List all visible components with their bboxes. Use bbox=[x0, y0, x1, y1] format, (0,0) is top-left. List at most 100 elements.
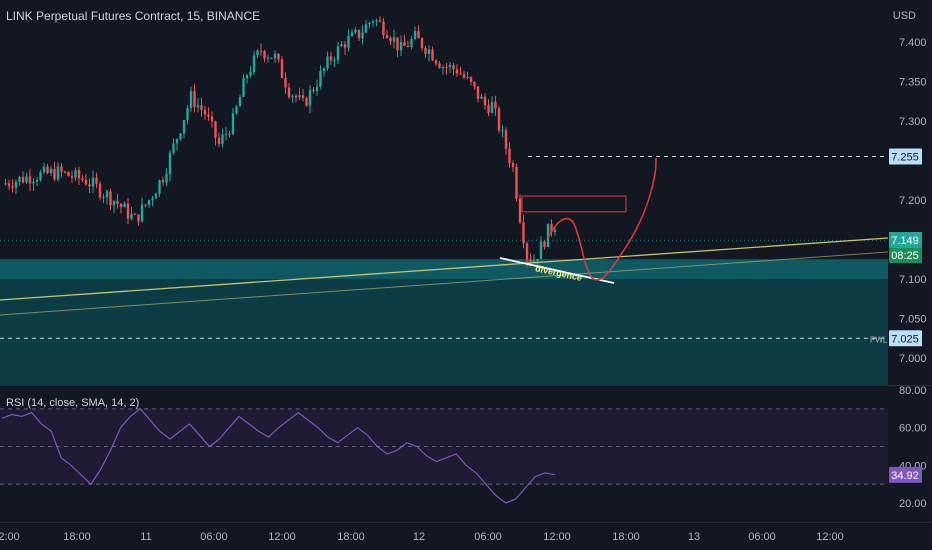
time-tick-label: 13 bbox=[688, 531, 700, 543]
price-tick-label: 7.200 bbox=[899, 195, 927, 207]
price-tick-label: 7.300 bbox=[899, 116, 927, 128]
candle-body bbox=[441, 67, 445, 69]
candle-body bbox=[228, 133, 231, 135]
pwl-tag: PWL bbox=[870, 335, 888, 344]
candle-body bbox=[445, 67, 448, 69]
candle-body bbox=[95, 177, 98, 184]
candle-body bbox=[88, 184, 91, 187]
candle-body bbox=[515, 166, 518, 199]
candle-body bbox=[322, 68, 326, 71]
candle-body bbox=[39, 172, 42, 181]
chart-title: LINK Perpetual Futures Contract, 15, BIN… bbox=[6, 9, 261, 23]
candle-body bbox=[543, 241, 546, 248]
candle-body bbox=[357, 29, 361, 39]
candle-body bbox=[252, 55, 256, 72]
candle-body bbox=[294, 95, 298, 98]
candle-body bbox=[420, 38, 424, 48]
candle-body bbox=[347, 36, 350, 48]
candle-body bbox=[49, 169, 53, 174]
candle-body bbox=[406, 45, 410, 47]
candle-body bbox=[74, 170, 77, 178]
candle-body bbox=[448, 64, 452, 68]
candle-body bbox=[70, 176, 74, 178]
rsi-tick-label: 80.00 bbox=[899, 385, 927, 397]
candle-body bbox=[308, 89, 312, 106]
target-price-label-bg bbox=[889, 148, 922, 165]
candle-body bbox=[455, 69, 459, 74]
candle-body bbox=[256, 50, 259, 56]
time-tick-label: 12:00 bbox=[816, 531, 844, 543]
last-price-label: 7.149 bbox=[891, 235, 919, 247]
candle-body bbox=[63, 171, 67, 173]
candle-body bbox=[11, 186, 14, 188]
candle-body bbox=[238, 96, 242, 107]
candle-body bbox=[312, 89, 315, 91]
candle-body bbox=[25, 176, 28, 183]
candle-body bbox=[105, 191, 109, 198]
candle-body bbox=[410, 38, 413, 47]
candle-body bbox=[375, 20, 378, 22]
candle-body bbox=[280, 59, 284, 78]
candle-body bbox=[361, 32, 364, 39]
candle-body bbox=[329, 56, 333, 61]
candle-body bbox=[487, 105, 490, 113]
candle-body bbox=[529, 259, 532, 262]
price-tick-label: 7.000 bbox=[899, 353, 927, 365]
candle-body bbox=[172, 143, 175, 153]
candle-body bbox=[35, 180, 39, 182]
pwl-price-label: 7.025 bbox=[891, 333, 919, 345]
candle-body bbox=[291, 95, 294, 97]
candle-body bbox=[371, 21, 375, 23]
candle-body bbox=[119, 203, 123, 208]
time-tick-label: 06:00 bbox=[748, 531, 776, 543]
candle-body bbox=[340, 44, 343, 47]
support-zone-lower bbox=[0, 279, 888, 385]
candle-body bbox=[483, 96, 487, 106]
candle-body bbox=[525, 243, 529, 260]
candle-body bbox=[539, 241, 543, 260]
candle-body bbox=[81, 178, 84, 181]
candle-body bbox=[504, 130, 508, 149]
price-tick-label: 7.100 bbox=[899, 274, 927, 286]
rsi-line bbox=[1, 407, 556, 504]
candle-body bbox=[60, 166, 63, 172]
candle-body bbox=[175, 139, 179, 144]
candle-body bbox=[466, 77, 469, 79]
candle-body bbox=[550, 223, 553, 232]
candle-body bbox=[438, 63, 441, 68]
candle-body bbox=[277, 53, 280, 60]
target-box[interactable] bbox=[521, 195, 627, 213]
candle-body bbox=[154, 193, 158, 199]
candle-body bbox=[319, 70, 322, 87]
candle-body bbox=[137, 214, 140, 222]
candle-body bbox=[210, 116, 214, 122]
candle-body bbox=[546, 223, 550, 248]
candle-body bbox=[427, 49, 431, 54]
candle-body bbox=[305, 98, 308, 106]
trendline-upper bbox=[0, 237, 889, 301]
candle-body bbox=[298, 95, 301, 98]
candle-body bbox=[224, 133, 228, 135]
candle-body bbox=[168, 152, 172, 175]
price-scale[interactable] bbox=[888, 0, 932, 530]
candle-body bbox=[203, 109, 207, 115]
candle-body bbox=[130, 213, 133, 219]
candle-body bbox=[245, 75, 249, 79]
projection-path bbox=[547, 157, 657, 281]
candle-body bbox=[207, 114, 210, 117]
candle-body bbox=[186, 108, 189, 121]
candle-body bbox=[140, 204, 144, 222]
trendline-lower bbox=[0, 251, 889, 316]
candle-body bbox=[501, 130, 504, 132]
candle-body bbox=[350, 32, 354, 37]
candle-body bbox=[4, 183, 7, 185]
candle-body bbox=[21, 176, 25, 183]
candle-body bbox=[364, 24, 368, 33]
currency-label: USD bbox=[892, 10, 916, 22]
candle-body bbox=[553, 229, 557, 232]
candle-body bbox=[231, 113, 235, 135]
candle-body bbox=[214, 121, 217, 138]
candle-body bbox=[193, 90, 196, 108]
candle-body bbox=[343, 44, 347, 48]
